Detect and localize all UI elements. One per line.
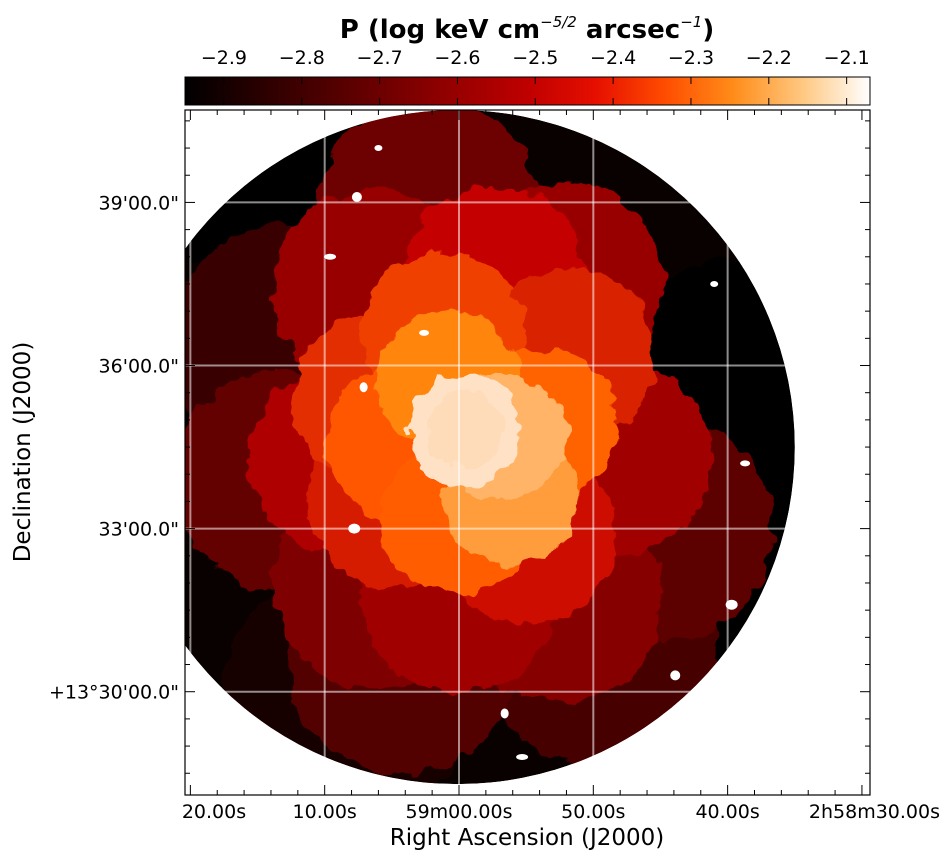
x-tick-label: 2h58m30.00s xyxy=(809,801,940,823)
colorbar-tick-label: −2.3 xyxy=(668,47,714,69)
axes-frame xyxy=(184,109,871,796)
field-of-view xyxy=(185,110,795,785)
y-tick-label: 39'00.0" xyxy=(99,192,179,214)
colorbar-tick-label: −2.4 xyxy=(590,47,636,69)
masked-source xyxy=(725,599,738,610)
colorbar-title: P (log keV cm−5/2 arcsec−1) xyxy=(340,13,714,45)
map-core xyxy=(426,392,503,469)
colorbar-tick-label: −2.1 xyxy=(824,47,870,69)
x-axis-label: Right Ascension (J2000) xyxy=(390,825,665,851)
colorbar-tick-label: −2.2 xyxy=(746,47,792,69)
colorbar-tick-label: −2.7 xyxy=(357,47,403,69)
plot-area xyxy=(185,110,870,795)
axis-tick-labels: 20.00s 10.00s 59m00.00s 50.00s 40.00s 2h58m30… xyxy=(49,192,940,823)
masked-source xyxy=(324,253,337,260)
coordinate-grid xyxy=(185,110,870,795)
masked-source xyxy=(670,670,681,681)
masked-source xyxy=(740,460,751,467)
colorbar-tick-label: −2.8 xyxy=(279,47,325,69)
y-tick-label: +13°30'00.0" xyxy=(49,682,179,704)
masked-source xyxy=(516,753,529,760)
x-tick-label: 50.00s xyxy=(561,801,625,823)
masked-source xyxy=(359,382,368,393)
x-tick-label: 40.00s xyxy=(695,801,759,823)
masked-source xyxy=(710,280,719,287)
x-tick-label: 20.00s xyxy=(182,801,246,823)
colorbar-tick-label: −2.5 xyxy=(512,47,558,69)
x-tick-label: 10.00s xyxy=(293,801,357,823)
colorbar-tick-label: −2.9 xyxy=(201,47,247,69)
masked-source xyxy=(500,708,509,719)
x-tick-label: 59m00.00s xyxy=(406,801,513,823)
y-axis-label: Declination (J2000) xyxy=(10,342,36,563)
binned-regions xyxy=(185,110,795,785)
colorbar-gradient xyxy=(184,76,871,106)
y-tick-label: 33'00.0" xyxy=(99,519,179,541)
axis-ticks xyxy=(185,110,870,795)
masked-source xyxy=(419,329,430,336)
y-tick-label: 36'00.0" xyxy=(99,356,179,378)
colorbar: −2.9 −2.8 −2.7 −2.6 −2.5 −2.4 −2.3 −2.2 −2.1 xyxy=(184,47,871,106)
masked-point-sources xyxy=(324,145,751,760)
colorbar-tick-label: −2.6 xyxy=(434,47,480,69)
masked-source xyxy=(374,145,383,152)
masked-source xyxy=(351,191,362,202)
